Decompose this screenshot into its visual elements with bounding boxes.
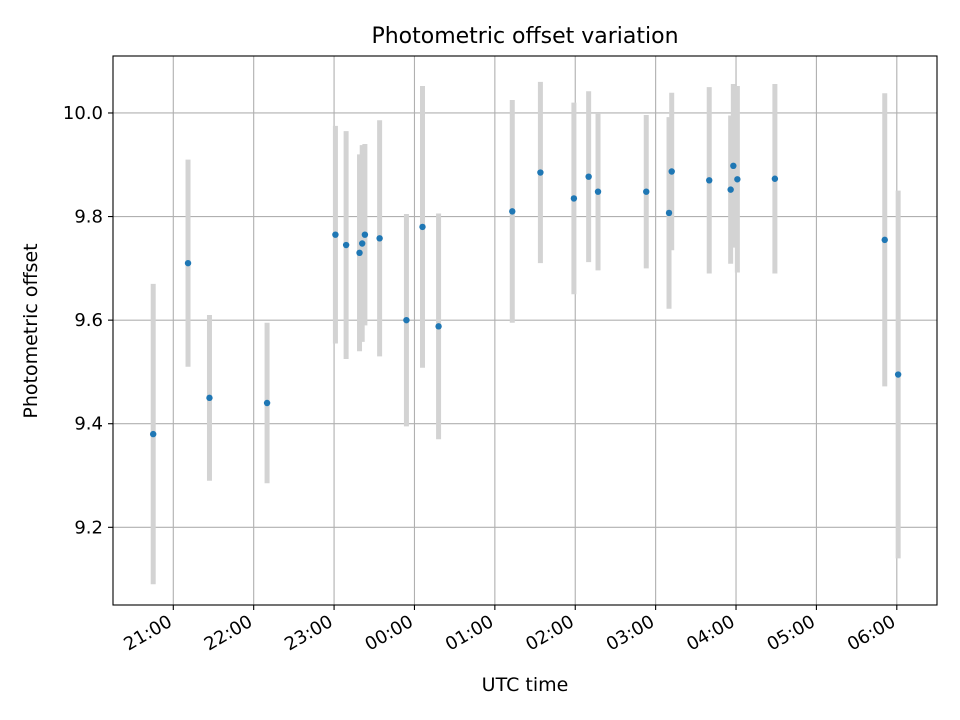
data-point — [403, 316, 410, 324]
data-point — [149, 430, 157, 438]
data-point — [668, 168, 675, 175]
y-tick-label: 9.8 — [74, 207, 103, 228]
data-point — [665, 209, 673, 217]
data-point — [730, 162, 737, 169]
data-point — [332, 231, 339, 238]
data-point — [184, 259, 192, 267]
y-axis-ticks: 9.2 9.4 9.6 9.8 10.0 — [63, 103, 113, 538]
data-point — [356, 249, 363, 257]
data-point — [537, 169, 544, 176]
data-point — [342, 241, 350, 249]
plot-frame — [112, 55, 938, 606]
y-tick-label: 9.4 — [74, 414, 103, 435]
data-point — [509, 208, 516, 215]
data-point — [734, 176, 741, 183]
data-point — [771, 175, 779, 182]
data-point — [376, 235, 383, 242]
data-point — [419, 223, 426, 231]
y-tick-label: 10.0 — [63, 103, 103, 124]
data-point — [263, 399, 271, 407]
chart-title: Photometric offset variation — [371, 24, 678, 49]
y-tick-label: 9.2 — [74, 517, 103, 538]
y-tick-label: 9.6 — [74, 310, 103, 331]
data-point — [727, 186, 734, 193]
data-point — [881, 236, 888, 244]
data-point — [570, 195, 578, 202]
data-point — [643, 188, 650, 195]
x-axis-label: UTC time — [482, 674, 569, 696]
data-point — [894, 371, 902, 378]
data-point — [585, 173, 592, 180]
data-point — [435, 323, 442, 330]
y-axis-label: Photometric offset — [20, 243, 42, 418]
data-points — [149, 162, 902, 438]
data-point — [206, 394, 213, 402]
data-point — [706, 177, 713, 184]
data-point — [361, 231, 369, 238]
data-point — [359, 240, 366, 247]
data-point — [594, 188, 602, 195]
